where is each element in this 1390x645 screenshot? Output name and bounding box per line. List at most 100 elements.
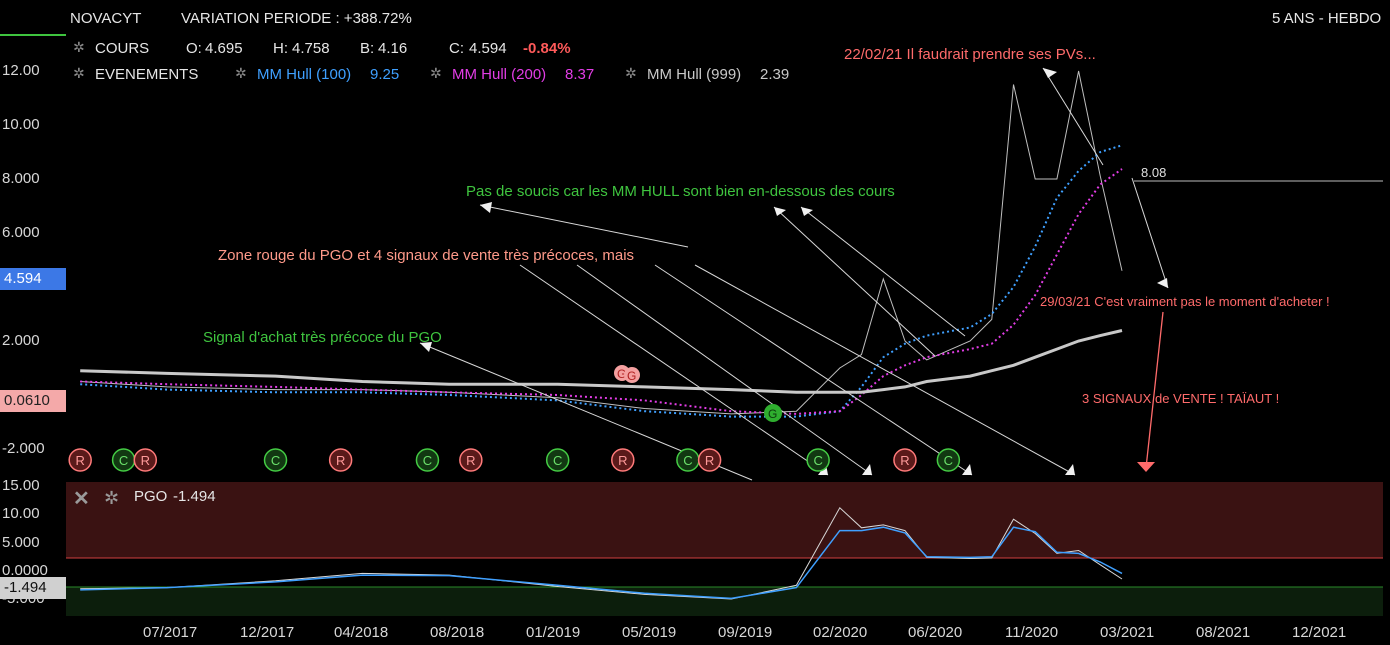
annotation-buy-signal: Signal d'achat très précoce du PGO — [203, 329, 442, 346]
buy-event-marker[interactable] — [806, 448, 830, 472]
x-tick: 12/2017 — [240, 624, 295, 641]
annotation-no-worries: Pas de soucis car les MM HULL sont bien … — [466, 183, 895, 200]
x-tick: 08/2021 — [1196, 624, 1251, 641]
series-line-mm-hull-999 — [80, 329, 1123, 394]
mm200-value: 8.37 — [565, 66, 595, 83]
event-marker-label: C — [119, 453, 128, 468]
sell-event-marker[interactable] — [893, 448, 917, 472]
change-value: -0.84% — [523, 40, 571, 57]
y-tick: 12.00 — [2, 62, 40, 79]
pgo-y-tick: 10.00 — [2, 505, 40, 522]
open-label: O: — [186, 40, 202, 57]
event-marker-label: C — [944, 453, 953, 468]
events-label[interactable]: EVENEMENTS — [95, 66, 199, 83]
event-marker-label: C — [553, 453, 562, 468]
mm200-label[interactable]: MM Hull (200) — [452, 66, 547, 83]
g-marker-label: G — [768, 407, 777, 421]
period-selector[interactable]: 5 ANS - HEBDO — [1272, 10, 1382, 27]
mm100-value: 9.25 — [370, 66, 400, 83]
close-value: 4.594 — [469, 40, 507, 57]
event-marker-label: R — [466, 453, 475, 468]
event-marker-label: R — [705, 453, 714, 468]
pgo-signal-line — [80, 526, 1123, 600]
x-tick: 06/2020 — [908, 624, 963, 641]
x-tick: 09/2019 — [718, 624, 773, 641]
low-value: 4.16 — [378, 40, 408, 57]
x-tick: 02/2020 — [813, 624, 868, 641]
series-line-mm-hull-100 — [80, 144, 1123, 418]
mm100-label[interactable]: MM Hull (100) — [257, 66, 352, 83]
x-tick: 07/2017 — [143, 624, 198, 641]
y-tick: -2.000 — [2, 440, 45, 457]
x-tick: 03/2021 — [1100, 624, 1155, 641]
g-marker — [624, 367, 640, 383]
mm100-settings-icon[interactable]: ✲ — [235, 65, 247, 81]
event-marker-label: R — [141, 453, 150, 468]
arrow-heads — [420, 68, 1168, 475]
x-tick: 04/2018 — [334, 624, 389, 641]
close-label: C: — [449, 40, 464, 57]
sell-event-marker[interactable] — [328, 448, 353, 472]
x-tick: 12/2021 — [1292, 624, 1347, 641]
annotation-sell-signals: 3 SIGNAUX de VENTE ! TAÏAUT ! — [1082, 391, 1280, 406]
events-settings-icon[interactable]: ✲ — [73, 65, 85, 81]
event-marker-label: R — [336, 453, 345, 468]
mm999-label[interactable]: MM Hull (999) — [647, 66, 742, 83]
mm200-settings-icon[interactable]: ✲ — [430, 65, 442, 81]
g-marker — [764, 404, 782, 422]
event-marker-label: C — [271, 453, 280, 468]
x-tick: 11/2020 — [1005, 624, 1059, 641]
event-marker-label: C — [683, 453, 692, 468]
x-tick: 01/2019 — [526, 624, 581, 641]
sell-arrow-red — [1145, 311, 1164, 469]
pgo-y-tick: 5.000 — [2, 534, 40, 551]
event-marker-label: C — [813, 453, 822, 468]
open-value: 4.695 — [205, 40, 243, 57]
price-tag: 4.594 — [0, 268, 66, 290]
mm999-settings-icon[interactable]: ✲ — [625, 65, 637, 81]
event-marker-label: C — [423, 453, 432, 468]
y-tick: 10.00 — [2, 116, 40, 133]
annotation-take-profits: 22/02/21 Il faudrait prendre ses PVs... — [844, 46, 1096, 63]
g-marker-label: G — [627, 369, 636, 383]
annotation-not-the-moment: 29/03/21 C'est vraiment pas le moment d'… — [1040, 294, 1330, 309]
mm999-value: 2.39 — [760, 66, 790, 83]
pgo-tag: -1.494 — [0, 577, 66, 599]
buy-event-marker[interactable] — [415, 448, 440, 472]
sell-event-marker[interactable] — [133, 448, 158, 472]
sell-event-marker[interactable] — [697, 448, 722, 472]
pgo-red-zone — [66, 482, 1383, 558]
y-tick: 2.000 — [2, 332, 40, 349]
buy-event-marker[interactable] — [936, 448, 961, 472]
pgo-settings-icon[interactable]: ✲ — [104, 488, 119, 508]
buy-event-marker[interactable] — [263, 448, 288, 472]
sell-event-marker[interactable] — [459, 448, 483, 472]
x-tick: 05/2019 — [622, 624, 677, 641]
pgo-green-zone — [66, 587, 1383, 616]
variation-period: VARIATION PERIODE : +388.72% — [181, 10, 412, 27]
cours-settings-icon[interactable]: ✲ — [73, 39, 85, 55]
buy-event-marker[interactable] — [545, 448, 570, 472]
x-tick: 08/2018 — [430, 624, 485, 641]
event-marker-label: R — [900, 453, 909, 468]
y-tick: 8.000 — [2, 170, 40, 187]
event-marker-label: R — [618, 453, 627, 468]
g-marker-label: G — [617, 367, 626, 381]
sell-event-marker[interactable] — [68, 448, 92, 472]
pgo-label: PGO — [134, 488, 168, 505]
pgo-close-icon[interactable]: ✕ — [73, 488, 90, 510]
sell-arrow-head — [1137, 462, 1155, 472]
y-tick: 6.000 — [2, 224, 40, 241]
cours-label[interactable]: COURS — [95, 40, 150, 57]
pgo-low-tag: 0.0610 — [0, 390, 66, 412]
ticker-underline — [0, 34, 66, 36]
pgo-y-tick: 15.00 — [2, 477, 40, 494]
level-line-label: 8.08 — [1141, 165, 1167, 180]
ticker-name[interactable]: NOVACYT — [70, 10, 142, 27]
g-markers: G G G — [614, 365, 782, 422]
pgo-value: -1.494 — [173, 488, 216, 505]
series-line-mm-hull-200 — [80, 168, 1123, 415]
sell-event-marker[interactable] — [611, 448, 635, 472]
series-line-cours — [80, 70, 1123, 415]
